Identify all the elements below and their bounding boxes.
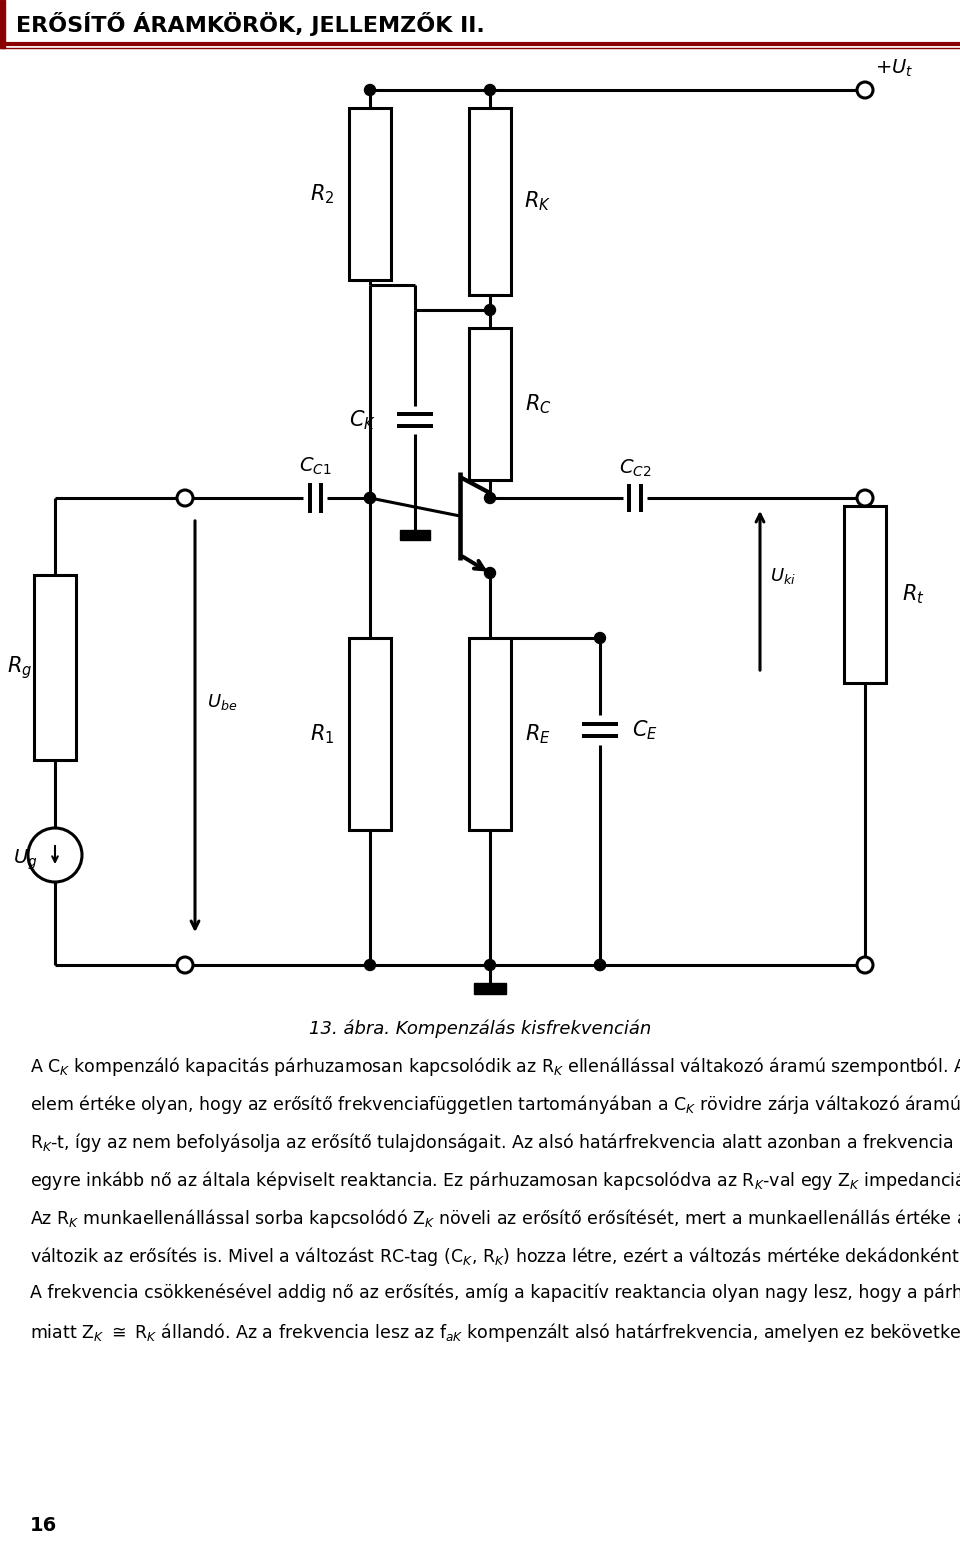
Text: C$_K$: C$_K$	[349, 409, 376, 432]
Circle shape	[594, 633, 606, 644]
Text: ERŐSÍTŐ ÁRAMKÖRÖK, JELLEMZŐK II.: ERŐSÍTŐ ÁRAMKÖRÖK, JELLEMZŐK II.	[16, 13, 485, 36]
Text: 16: 16	[30, 1516, 58, 1535]
Circle shape	[857, 490, 873, 506]
Text: +U$_t$: +U$_t$	[875, 58, 914, 78]
Text: C$_E$: C$_E$	[632, 719, 658, 742]
Text: R$_1$: R$_1$	[310, 722, 334, 745]
Circle shape	[857, 957, 873, 972]
Text: R$_2$: R$_2$	[310, 182, 334, 205]
Circle shape	[365, 492, 375, 504]
Circle shape	[485, 492, 495, 504]
Circle shape	[365, 492, 375, 504]
Bar	[400, 529, 430, 540]
Circle shape	[485, 567, 495, 578]
Bar	[469, 108, 511, 294]
Bar	[349, 108, 391, 280]
Bar	[0, 0, 5, 49]
Circle shape	[485, 85, 495, 96]
Bar	[34, 575, 76, 760]
Text: A C$_K$ kompenzáló kapacitás párhuzamosan kapcsolódik az R$_K$ ellenállással vál: A C$_K$ kompenzáló kapacitás párhuzamosa…	[30, 1055, 960, 1077]
Text: elem értéke olyan, hogy az erősítő frekvenciafüggetlen tartományában a C$_K$ röv: elem értéke olyan, hogy az erősítő frekv…	[30, 1093, 960, 1117]
Text: U$_g$: U$_g$	[12, 847, 37, 872]
Text: R$_K$: R$_K$	[524, 189, 552, 213]
Circle shape	[485, 304, 495, 315]
Text: R$_E$: R$_E$	[525, 722, 551, 745]
Circle shape	[485, 960, 495, 971]
Circle shape	[594, 960, 606, 971]
Text: A frekvencia csökkenésével addig nő az erősítés, amíg a kapacitív reaktancia oly: A frekvencia csökkenésével addig nő az e…	[30, 1283, 960, 1301]
Bar	[349, 637, 391, 830]
Circle shape	[28, 828, 82, 882]
Circle shape	[365, 960, 375, 971]
Text: miatt Z$_K$ $\cong$ R$_K$ állandó. Az a frekvencia lesz az f$_{aK}$ kompenzált a: miatt Z$_K$ $\cong$ R$_K$ állandó. Az a …	[30, 1322, 960, 1344]
Text: R$_C$: R$_C$	[524, 392, 551, 417]
Circle shape	[177, 490, 193, 506]
Text: R$_g$: R$_g$	[8, 655, 33, 681]
Text: egyre inkább nő az általa képviselt reaktancia. Ez párhuzamosan kapcsolódva az R: egyre inkább nő az általa képviselt reak…	[30, 1168, 960, 1192]
Circle shape	[177, 957, 193, 972]
Bar	[844, 506, 886, 683]
Text: U$_{be}$: U$_{be}$	[207, 692, 237, 711]
Circle shape	[365, 85, 375, 96]
Text: R$_K$-t, így az nem befolyásolja az erősítő tulajdonságait. Az alsó határfrekven: R$_K$-t, így az nem befolyásolja az erős…	[30, 1131, 960, 1154]
Text: C$_{C1}$: C$_{C1}$	[299, 456, 331, 476]
Circle shape	[594, 960, 606, 971]
Text: R$_t$: R$_t$	[901, 583, 924, 606]
Text: U$_{ki}$: U$_{ki}$	[770, 565, 796, 586]
Circle shape	[857, 81, 873, 99]
Text: C$_{C2}$: C$_{C2}$	[618, 457, 651, 479]
Bar	[469, 327, 511, 481]
Text: változik az erősítés is. Mivel a változást RC-tag (C$_K$, R$_K$) hozza létre, ez: változik az erősítés is. Mivel a változá…	[30, 1245, 960, 1268]
Text: Az R$_K$ munkaellenállással sorba kapcsolódó Z$_K$ növeli az erősítő erősítését,: Az R$_K$ munkaellenállással sorba kapcso…	[30, 1207, 960, 1229]
Bar	[474, 983, 506, 994]
Text: 13. ábra. Kompenzálás kisfrekvencián: 13. ábra. Kompenzálás kisfrekvencián	[309, 1019, 651, 1038]
Bar	[469, 637, 511, 830]
